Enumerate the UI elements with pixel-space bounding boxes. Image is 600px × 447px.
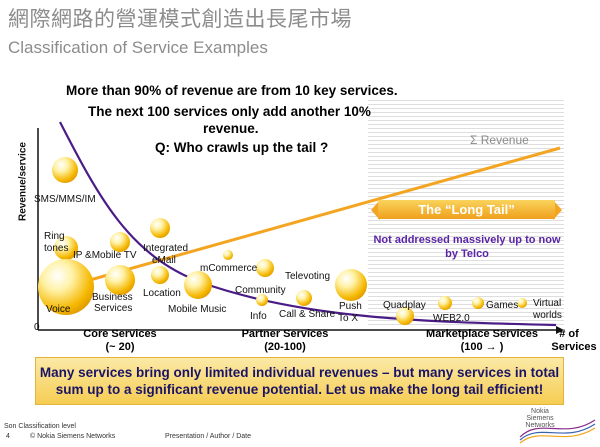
- long-tail-arrow-left: [371, 200, 380, 220]
- long-tail-label: The “Long Tail”: [378, 200, 555, 219]
- axis-core-label: Core Services: [83, 328, 157, 340]
- label-push1: Push: [339, 301, 362, 312]
- label-sms: SMS/MMS/IM: [34, 194, 96, 205]
- axis-partner-sub: (20-100): [264, 341, 306, 353]
- label-voice: Voice: [46, 304, 71, 315]
- label-callshare: Call & Share: [279, 309, 336, 320]
- label-virtual2: worlds: [533, 310, 562, 321]
- bubble-quadplay: [396, 307, 414, 325]
- label-location: Location: [143, 288, 181, 299]
- label-integrated2: eMail: [152, 255, 176, 266]
- label-televoting: Televoting: [285, 271, 331, 282]
- nsn-logo-icon: [519, 419, 596, 444]
- label-web2: WEB2.0: [433, 313, 470, 324]
- label-games: Games: [486, 300, 519, 311]
- bubble-push: [335, 269, 367, 301]
- label-mcommerce: mCommerce: [200, 263, 258, 274]
- bubble-mcommerce: [223, 250, 233, 260]
- axis-market-sub: (100 → ): [460, 341, 504, 353]
- axis-num-services1: # of: [559, 328, 579, 340]
- statement-line2: The next 100 services only add another 1…: [88, 104, 371, 119]
- revenue-label: Σ Revenue: [470, 133, 529, 147]
- bubble-televoting: [256, 259, 274, 277]
- label-info: Info: [250, 311, 267, 322]
- axis-num-services2: Services: [551, 341, 597, 353]
- not-addressed-note: Not addressed massively up to now by Tel…: [373, 234, 561, 260]
- revenue-line: [89, 146, 561, 282]
- question-text: Q: Who crawls up the tail ?: [155, 140, 329, 155]
- label-push2: To X: [338, 313, 359, 324]
- bubble-iptv: [110, 232, 130, 252]
- footer-classification: Son Classification level: [4, 423, 76, 430]
- label-iptv: IP &Mobile TV: [73, 250, 137, 261]
- statement-line1: More than 90% of revenue are from 10 key…: [66, 83, 398, 98]
- x-axis-arrow: [556, 326, 564, 334]
- nsn-logo-text: Nokia Siemens Networks: [525, 408, 555, 429]
- bubble-mobile-music: [184, 271, 212, 299]
- label-business1: Business: [92, 292, 133, 303]
- bubble-callshare: [296, 290, 312, 306]
- bubble-voice: [38, 259, 94, 315]
- slide-title-chinese: 網際網路的營運模式創造出長尾市場: [8, 7, 352, 31]
- footer-copyright: © Nokia Siemens Networks: [30, 433, 116, 440]
- bubble-sms: [52, 157, 78, 183]
- label-community: Community: [235, 285, 286, 296]
- bubble-games: [472, 297, 484, 309]
- bubble-location: [151, 266, 169, 284]
- label-ring1: Ring: [44, 231, 65, 242]
- axis-core-sub: (~ 20): [105, 341, 135, 353]
- axis-market-label: Marketplace Services: [426, 328, 538, 340]
- bubble-web2: [438, 296, 452, 310]
- y-axis-label: Revenue/service: [17, 142, 29, 221]
- axis-partner-label: Partner Services: [241, 328, 329, 340]
- long-tail-curve: [59, 121, 557, 327]
- bubble-integrated: [150, 218, 170, 238]
- slide-subtitle: Classification of Service Examples: [8, 38, 268, 57]
- label-virtual1: Virtual: [533, 298, 562, 309]
- origin-label: 0: [34, 322, 40, 333]
- service-bubbles: [38, 157, 527, 325]
- footer-presentation: Presentation / Author / Date: [165, 433, 251, 440]
- label-integrated1: Integrated: [143, 243, 189, 254]
- bubble-virtual: [517, 298, 527, 308]
- label-mobile-music: Mobile Music: [168, 304, 227, 315]
- label-quadplay: Quadplay: [383, 300, 426, 311]
- bubble-business: [105, 265, 135, 295]
- bubble-info: [256, 294, 268, 306]
- label-business2: Services: [94, 303, 133, 314]
- bubble-ringtones: [54, 236, 78, 260]
- long-tail-arrow-right: [553, 200, 562, 220]
- key-message-box: Many services bring only limited individ…: [35, 357, 564, 405]
- statement-line3: revenue.: [203, 121, 259, 136]
- label-ring2: tones: [44, 243, 69, 254]
- footer-page-number: 4: [6, 433, 10, 440]
